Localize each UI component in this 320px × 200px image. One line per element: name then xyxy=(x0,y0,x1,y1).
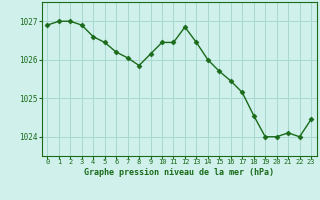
X-axis label: Graphe pression niveau de la mer (hPa): Graphe pression niveau de la mer (hPa) xyxy=(84,168,274,177)
